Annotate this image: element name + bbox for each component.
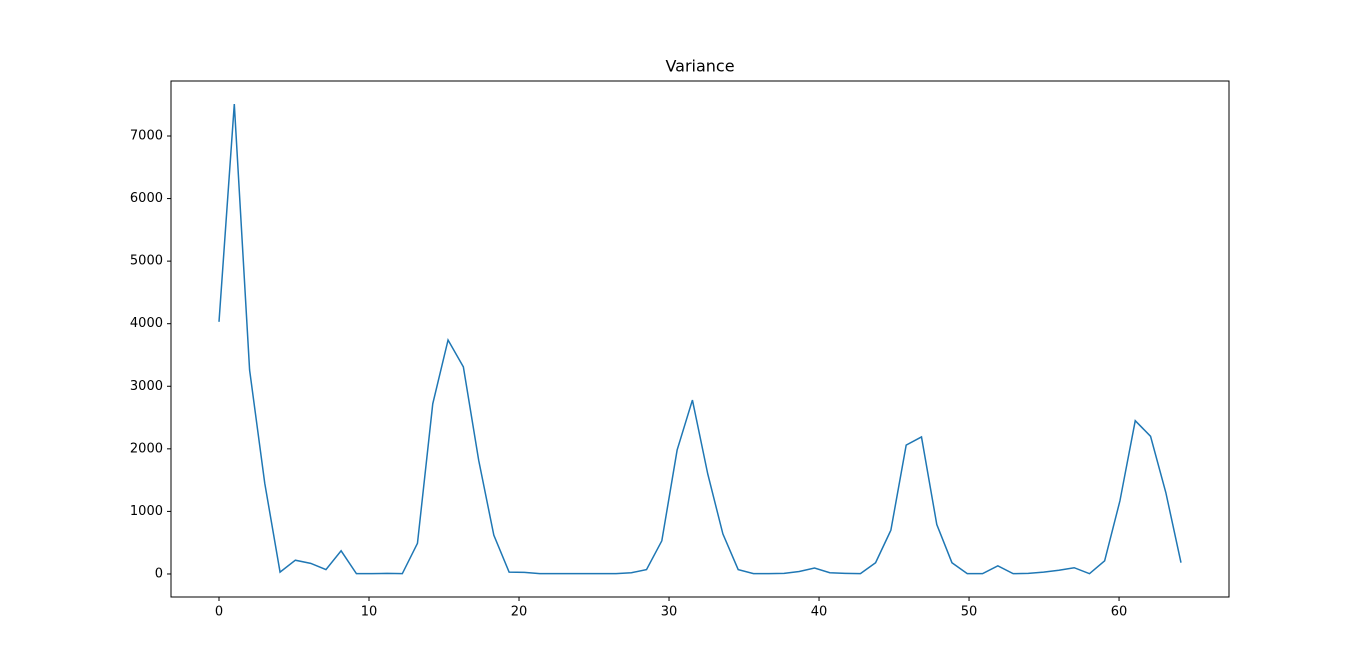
y-tick-label: 3000	[130, 379, 163, 394]
x-tick-label: 10	[361, 605, 378, 620]
x-tick-label: 60	[1111, 605, 1128, 620]
y-tick-label: 5000	[130, 254, 163, 269]
x-tick-label: 0	[215, 605, 223, 620]
y-tick-label: 0	[155, 566, 163, 581]
x-tick-label: 20	[511, 605, 528, 620]
y-tick-label: 1000	[130, 504, 163, 519]
x-tick-label: 30	[661, 605, 678, 620]
data-line	[218, 104, 1182, 575]
x-tick-label: 50	[961, 605, 978, 620]
y-tick-label: 4000	[130, 316, 163, 331]
y-tick-label: 2000	[130, 441, 163, 456]
x-tick-label: 40	[811, 605, 828, 620]
y-tick-label: 7000	[130, 128, 163, 143]
plot-frame	[170, 80, 1230, 598]
y-tick-label: 6000	[130, 191, 163, 206]
chart-title: Variance	[665, 57, 734, 76]
